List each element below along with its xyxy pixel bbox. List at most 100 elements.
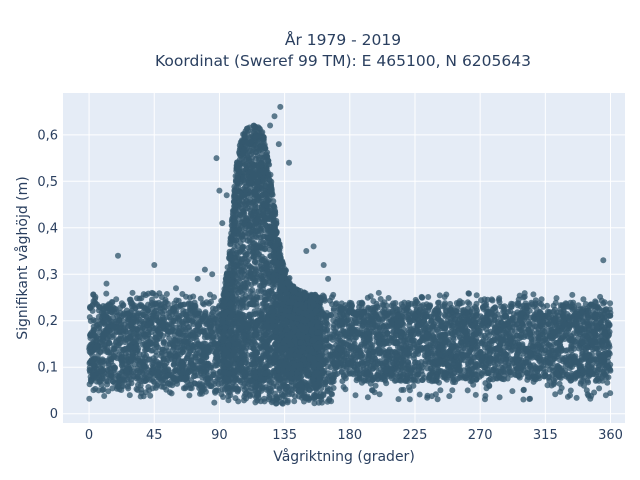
- data-point: [174, 314, 181, 321]
- data-point: [380, 302, 387, 309]
- data-point: [106, 340, 113, 347]
- data-point: [93, 337, 100, 344]
- data-point: [468, 322, 475, 329]
- data-point: [182, 385, 189, 392]
- data-point: [334, 338, 341, 345]
- data-point: [324, 356, 331, 363]
- data-point: [561, 321, 568, 328]
- data-point: [365, 328, 372, 335]
- data-point: [585, 324, 592, 331]
- data-point: [99, 359, 106, 365]
- data-point: [445, 364, 452, 371]
- data-point: [95, 325, 102, 332]
- data-point: [571, 356, 578, 363]
- data-point: [507, 308, 514, 315]
- data-point: [434, 315, 441, 322]
- data-point: [203, 366, 210, 373]
- data-point: [161, 319, 168, 325]
- data-point: [506, 364, 513, 371]
- data-point: [134, 367, 141, 374]
- data-point: [550, 329, 557, 336]
- data-point: [401, 348, 408, 355]
- data-point: [493, 329, 500, 335]
- data-point: [252, 399, 259, 406]
- data-point: [423, 331, 430, 338]
- chart-title-line2: Koordinat (Sweref 99 TM): E 465100, N 62…: [155, 52, 531, 70]
- data-point: [353, 345, 360, 351]
- data-point: [444, 355, 450, 362]
- data-point: [437, 337, 444, 344]
- data-point: [398, 329, 405, 335]
- data-point: [117, 323, 123, 330]
- data-point: [152, 341, 159, 348]
- data-point: [601, 329, 608, 336]
- data-point: [100, 303, 107, 309]
- points-layer: [86, 103, 614, 407]
- data-point: [557, 309, 564, 316]
- data-point: [291, 398, 298, 405]
- data-point: [410, 352, 417, 359]
- data-point: [392, 377, 398, 384]
- data-point: [537, 322, 543, 329]
- data-point: [430, 344, 437, 351]
- data-point: [528, 351, 535, 358]
- data-point: [198, 328, 204, 335]
- data-point: [199, 356, 206, 363]
- data-point: [442, 331, 449, 338]
- data-point: [155, 361, 161, 368]
- data-point: [528, 339, 535, 346]
- data-point: [126, 340, 133, 347]
- data-point: [439, 361, 446, 368]
- data-point: [354, 361, 361, 368]
- data-point: [448, 343, 455, 350]
- data-point: [463, 335, 469, 341]
- data-point: [116, 328, 123, 335]
- data-point: [419, 319, 426, 326]
- data-point: [475, 354, 482, 361]
- data-point: [333, 324, 340, 331]
- data-point: [525, 318, 532, 325]
- data-point: [186, 313, 192, 320]
- data-point: [605, 319, 612, 326]
- data-point: [504, 328, 511, 335]
- data-point: [560, 315, 567, 322]
- data-point: [330, 385, 337, 391]
- data-point: [590, 330, 597, 336]
- data-point: [589, 351, 595, 357]
- data-point: [549, 356, 556, 363]
- data-point: [159, 310, 166, 317]
- data-point: [353, 319, 360, 326]
- data-point: [166, 341, 173, 348]
- data-point: [109, 323, 116, 330]
- data-point: [140, 319, 147, 325]
- data-point: [426, 326, 433, 333]
- data-point: [570, 320, 577, 327]
- data-point: [190, 344, 196, 351]
- data-point: [428, 318, 435, 324]
- data-point: [104, 381, 111, 388]
- data-point: [514, 320, 521, 327]
- data-point: [402, 342, 409, 349]
- data-point: [394, 312, 401, 319]
- data-point: [566, 314, 573, 321]
- data-point: [552, 311, 558, 318]
- data-point: [589, 341, 596, 348]
- data-point: [124, 383, 131, 390]
- data-point: [544, 308, 551, 315]
- data-point: [130, 315, 137, 322]
- data-point: [158, 349, 165, 356]
- data-point: [174, 352, 181, 359]
- data-point: [315, 399, 322, 406]
- data-point: [243, 395, 250, 402]
- data-point: [419, 371, 426, 378]
- data-point: [115, 336, 122, 343]
- data-point: [382, 313, 389, 320]
- data-point: [550, 302, 557, 309]
- data-point: [583, 318, 590, 325]
- data-point: [334, 316, 341, 323]
- data-point: [326, 331, 333, 338]
- data-point: [202, 347, 209, 354]
- data-point: [121, 339, 128, 346]
- data-point: [165, 348, 172, 355]
- data-point: [595, 311, 602, 318]
